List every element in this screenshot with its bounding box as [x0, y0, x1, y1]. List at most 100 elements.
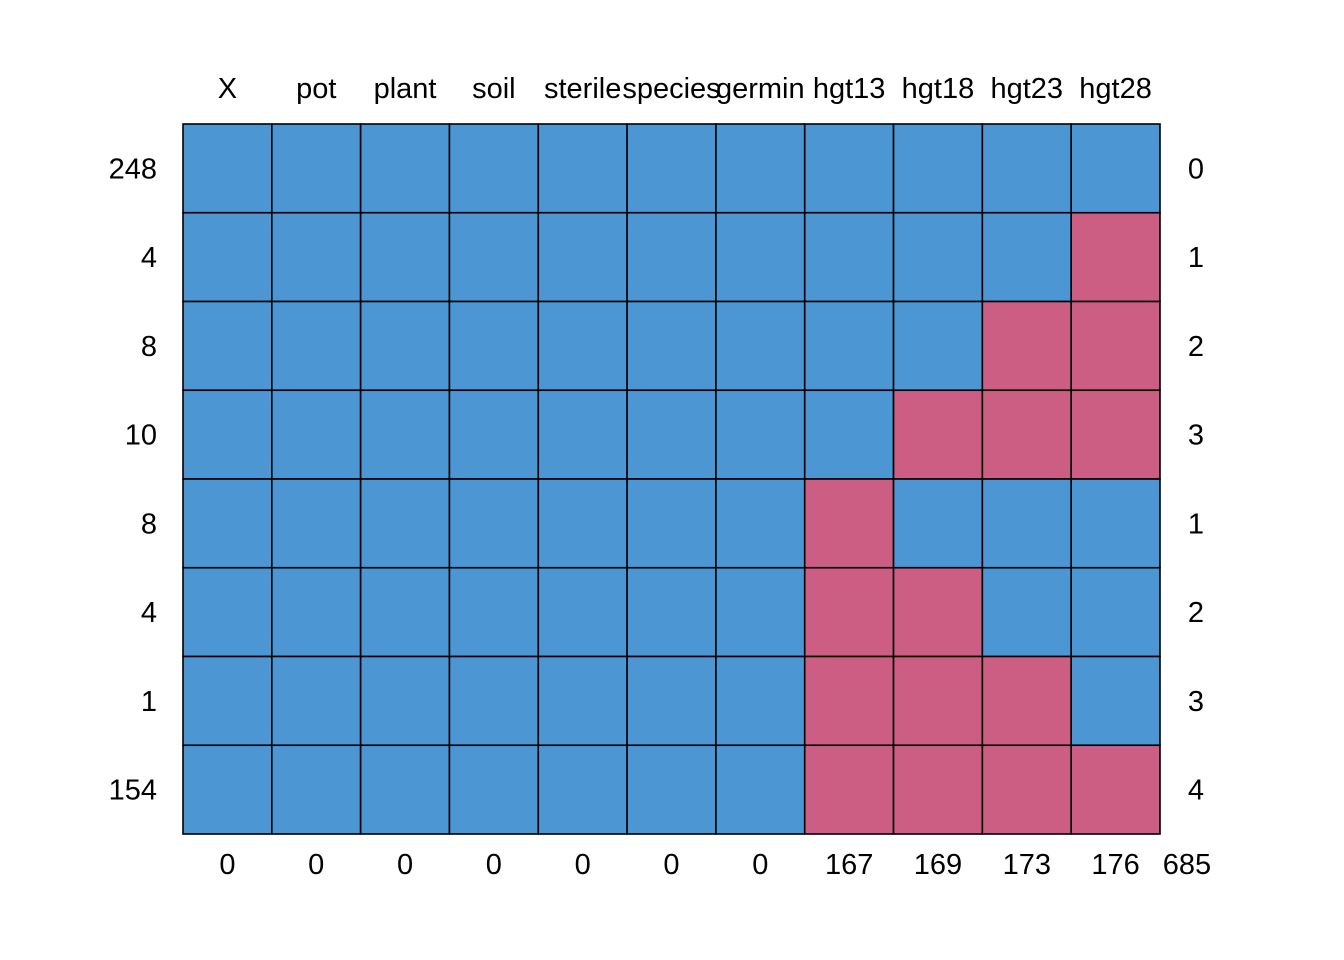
observed-cell	[448, 744, 540, 835]
column-missing-label: 0	[663, 849, 679, 881]
row-missing-label: 2	[1188, 331, 1204, 363]
column-label: germin	[716, 73, 805, 105]
observed-cell	[803, 389, 895, 480]
observed-cell	[271, 744, 362, 835]
observed-cell	[448, 478, 540, 569]
missing-cell	[892, 389, 984, 480]
observed-cell	[271, 300, 362, 392]
missing-cell	[981, 389, 1072, 480]
observed-cell	[182, 478, 273, 569]
observed-cell	[715, 655, 806, 747]
missing-cell	[803, 478, 895, 569]
row-missing-label: 3	[1188, 420, 1204, 452]
observed-cell	[537, 566, 628, 658]
observed-cell	[626, 566, 717, 658]
total-missing-label: 685	[1163, 849, 1211, 881]
observed-cell	[182, 300, 273, 392]
observed-cell	[626, 300, 717, 392]
observed-cell	[182, 744, 273, 835]
observed-cell	[803, 123, 895, 214]
observed-cell	[981, 211, 1072, 303]
row-count-labels: 248 4 8 10 8 4 1 154	[109, 153, 157, 806]
column-label: plant	[374, 73, 437, 105]
row-count-label: 154	[109, 775, 157, 807]
missing-cell	[803, 566, 895, 658]
observed-cell	[715, 211, 806, 303]
missing-cell	[1070, 744, 1161, 835]
observed-cell	[1070, 655, 1161, 747]
observed-cell	[448, 655, 540, 747]
observed-cell	[182, 389, 273, 480]
column-missing-label: 169	[914, 849, 962, 881]
observed-cell	[448, 389, 540, 480]
column-missing-label: 176	[1091, 849, 1139, 881]
missing-cell	[981, 300, 1072, 392]
observed-cell	[182, 655, 273, 747]
observed-cell	[359, 300, 451, 392]
column-missing-label: 0	[486, 849, 502, 881]
column-missing-label: 0	[575, 849, 591, 881]
row-missing-label: 4	[1188, 775, 1204, 807]
observed-cell	[892, 478, 984, 569]
observed-cell	[182, 123, 273, 214]
observed-cell	[892, 300, 984, 392]
row-missing-label: 0	[1188, 153, 1204, 185]
row-missing-label: 2	[1188, 597, 1204, 629]
observed-cell	[626, 478, 717, 569]
pattern-grid	[182, 123, 1161, 835]
missing-cell	[803, 744, 895, 835]
column-missing-label: 0	[397, 849, 413, 881]
observed-cell	[892, 123, 984, 214]
observed-cell	[359, 123, 451, 214]
observed-cell	[537, 211, 628, 303]
observed-cell	[359, 744, 451, 835]
observed-cell	[1070, 123, 1161, 214]
observed-cell	[448, 300, 540, 392]
observed-cell	[448, 123, 540, 214]
missing-cell	[1070, 389, 1161, 480]
observed-cell	[271, 655, 362, 747]
observed-cell	[715, 478, 806, 569]
missing-cell	[981, 744, 1072, 835]
observed-cell	[892, 211, 984, 303]
observed-cell	[1070, 566, 1161, 658]
column-label: X	[218, 73, 237, 105]
column-missing-label: 167	[825, 849, 873, 881]
observed-cell	[448, 211, 540, 303]
row-missing-label: 1	[1188, 242, 1204, 274]
row-count-label: 8	[141, 331, 157, 363]
missing-cell	[803, 655, 895, 747]
observed-cell	[715, 389, 806, 480]
row-count-label: 4	[141, 242, 157, 274]
missing-cell	[892, 655, 984, 747]
observed-cell	[626, 211, 717, 303]
row-missing-label: 3	[1188, 686, 1204, 718]
row-count-label: 1	[141, 686, 157, 718]
row-count-label: 248	[109, 153, 157, 185]
column-missing-label: 0	[752, 849, 768, 881]
missing-cell	[1070, 300, 1161, 392]
missing-cell	[892, 566, 984, 658]
observed-cell	[448, 566, 540, 658]
observed-cell	[359, 389, 451, 480]
column-label: sterile	[544, 73, 621, 105]
row-missing-label: 1	[1188, 508, 1204, 540]
observed-cell	[626, 389, 717, 480]
observed-cell	[626, 123, 717, 214]
row-missing-labels: 0 1 2 3 1 2 3 4	[1188, 153, 1204, 806]
observed-cell	[715, 744, 806, 835]
observed-cell	[271, 389, 362, 480]
observed-cell	[537, 389, 628, 480]
column-label: hgt13	[813, 73, 886, 105]
observed-cell	[271, 123, 362, 214]
observed-cell	[981, 566, 1072, 658]
observed-cell	[182, 211, 273, 303]
observed-cell	[271, 566, 362, 658]
column-label: hgt18	[902, 73, 975, 105]
observed-cell	[537, 300, 628, 392]
observed-cell	[271, 211, 362, 303]
observed-cell	[359, 211, 451, 303]
observed-cell	[803, 300, 895, 392]
